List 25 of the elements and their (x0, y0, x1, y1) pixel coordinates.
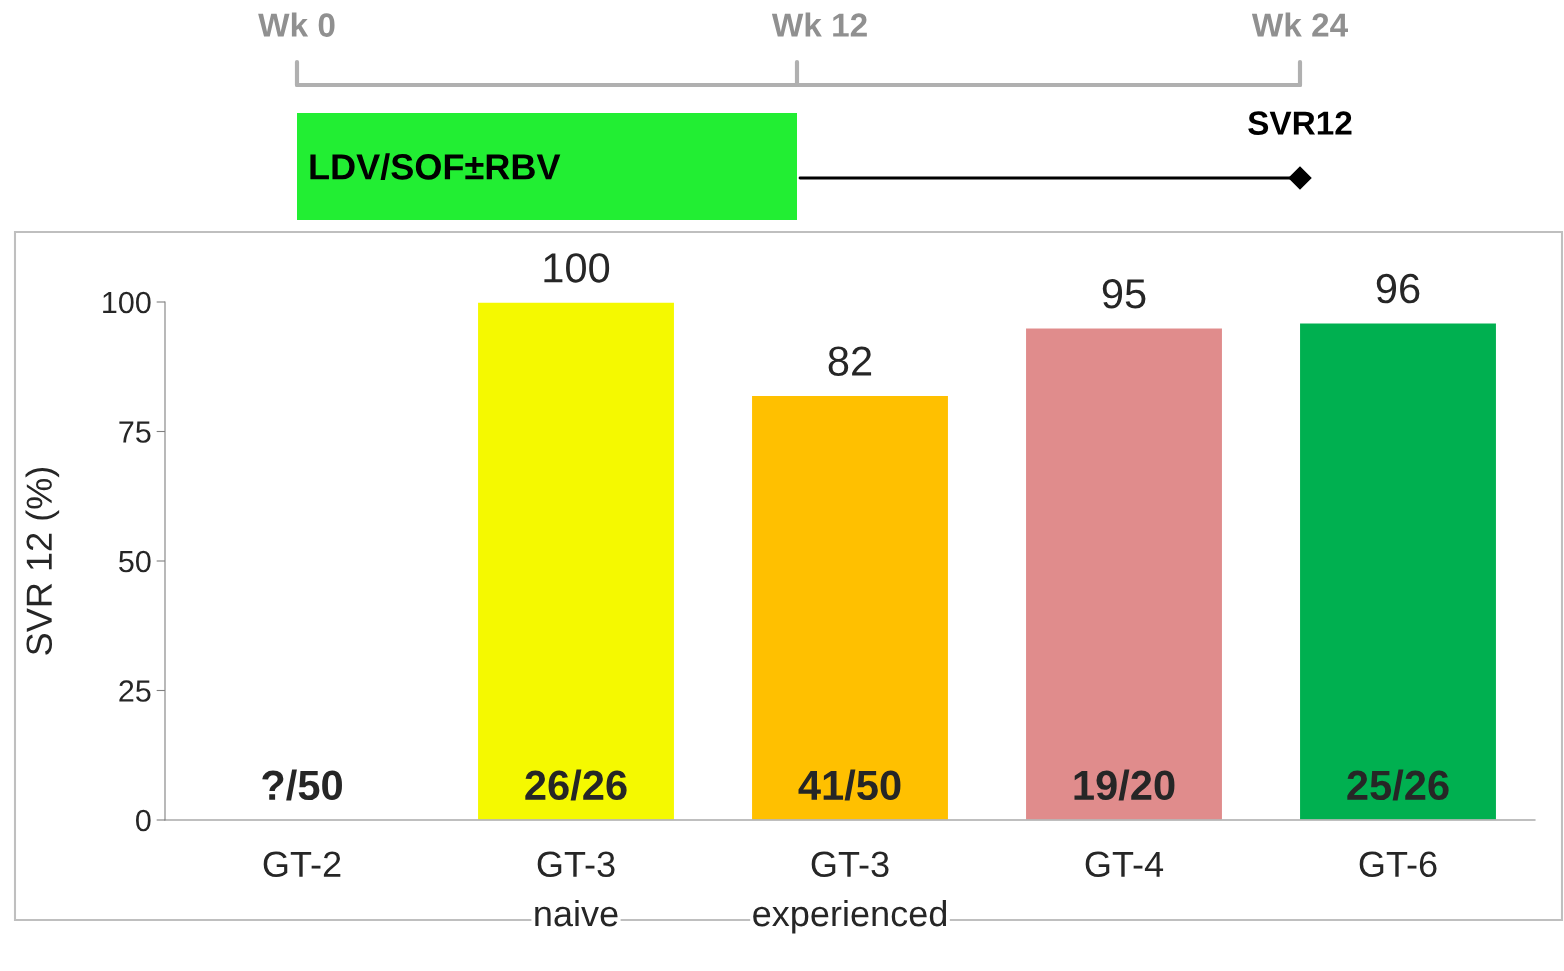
annotation: ?/50 (262, 769, 342, 801)
y-axis-title: SVR 12 (%) (25, 467, 60, 655)
annotation: 41/50 (798, 769, 901, 801)
data-label: 95 (1102, 279, 1146, 309)
text: Wk 24 (1251, 12, 1348, 37)
y-tick-label: 100 (103, 291, 151, 314)
text: SVR12 (1248, 111, 1352, 135)
y-tick-label: 0 (136, 809, 151, 832)
data-label: 82 (828, 346, 872, 376)
annotation: 19/20 (1074, 769, 1175, 801)
x-tick-label: GT-3 experienced (753, 851, 947, 934)
data-label: 96 (1376, 273, 1420, 304)
y-tick-label: 75 (119, 421, 151, 443)
x-tick-label: GT-2 (263, 851, 341, 878)
data-label: 100 (544, 253, 610, 283)
annotation: 26/26 (525, 769, 627, 801)
x-tick-label: GT-3 naive (535, 851, 618, 927)
y-tick-label: 25 (119, 680, 151, 702)
text: Wk 12 (771, 12, 867, 37)
x-tick-label: GT-6 (1359, 851, 1437, 878)
annotation: 25/26 (1347, 769, 1449, 801)
y-tick-label: 50 (119, 550, 151, 573)
text: LDV/SOF±RBV (310, 153, 561, 181)
text: Wk 0 (258, 12, 335, 37)
x-tick-label: GT-4 (1085, 851, 1164, 878)
